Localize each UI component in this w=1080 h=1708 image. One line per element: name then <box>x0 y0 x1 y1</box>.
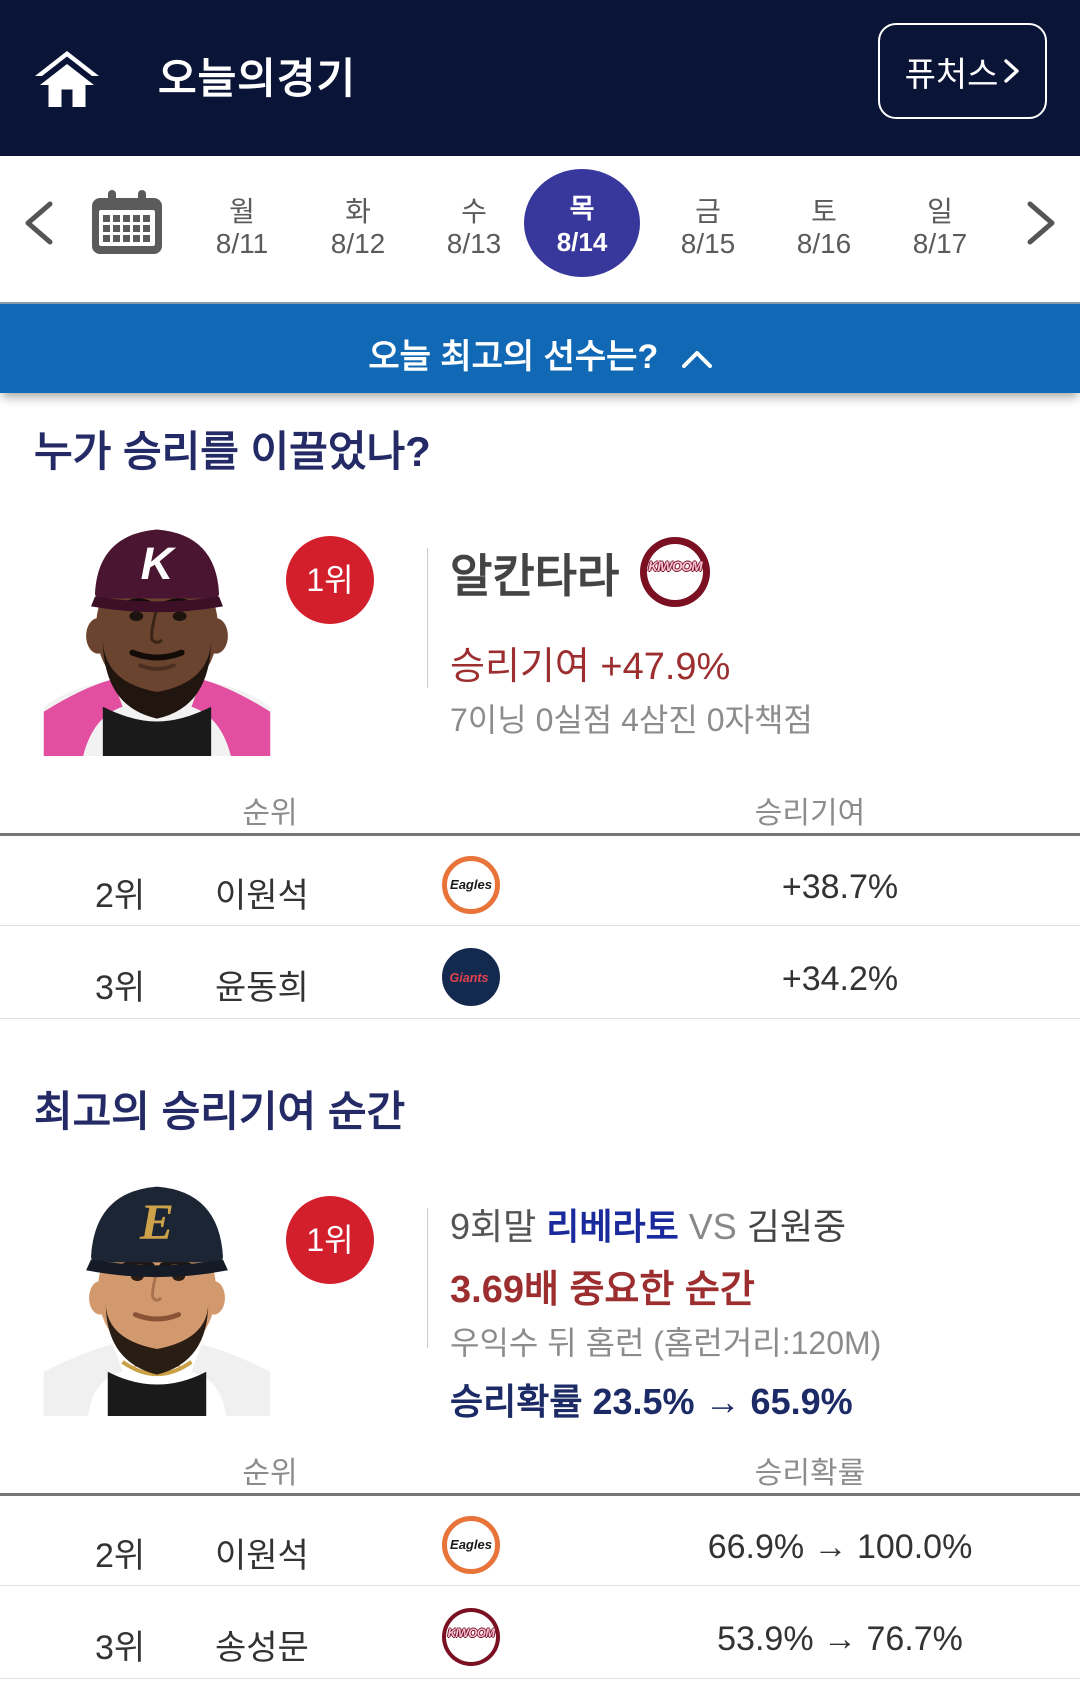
svg-text:E: E <box>139 1194 174 1251</box>
svg-text:K: K <box>141 538 177 589</box>
